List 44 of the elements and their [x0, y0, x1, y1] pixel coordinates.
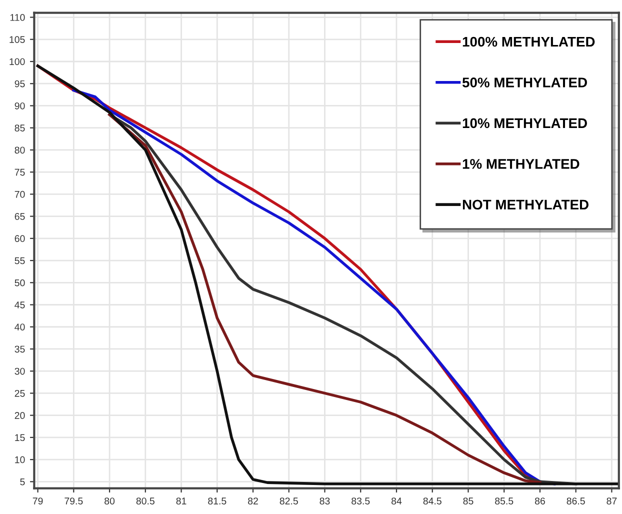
x-tick-label: 83.5 — [352, 498, 370, 504]
y-tick-label: 40 — [14, 324, 25, 330]
x-tick-label: 80.5 — [136, 498, 154, 504]
x-tick-label: 79 — [32, 498, 43, 504]
y-tick-label: 100 — [10, 58, 25, 66]
y-tick-label: 105 — [10, 36, 25, 44]
y-tick-label: 65 — [14, 213, 25, 220]
x-tick-label: 87 — [606, 498, 617, 504]
y-tick-label: 25 — [14, 390, 25, 397]
x-tick-label: 79.5 — [64, 498, 83, 504]
legend-label: 10% METHYLATED — [462, 118, 587, 128]
x-tick-label: 80 — [104, 498, 115, 504]
x-tick-label: 83 — [320, 498, 330, 504]
y-tick-label: 90 — [14, 102, 25, 110]
legend-label: 50% METHYLATED — [462, 78, 587, 88]
y-tick-label: 75 — [14, 168, 25, 176]
y-tick-label: 35 — [14, 346, 25, 353]
x-tick-label: 82.5 — [280, 498, 298, 504]
y-tick-label: 45 — [14, 302, 25, 308]
y-tick-label: 60 — [14, 235, 25, 242]
x-tick-label: 81 — [176, 498, 186, 504]
legend-label: NOT METHYLATED — [462, 200, 588, 210]
y-tick-label: 50 — [14, 279, 25, 286]
y-tick-label: 15 — [15, 434, 25, 442]
y-tick-label: 70 — [14, 190, 25, 198]
y-tick-label: 20 — [14, 412, 25, 419]
y-tick-label: 30 — [14, 368, 25, 375]
x-tick-label: 86 — [534, 498, 545, 504]
legend-label: 1% METHYLATED — [462, 159, 580, 169]
x-tick-label: 84.5 — [423, 498, 442, 504]
x-tick-label: 85 — [463, 498, 474, 504]
legend-label: 100% METHYLATED — [462, 36, 595, 47]
y-tick-label: 5 — [20, 478, 25, 486]
y-tick-label: 110 — [10, 14, 25, 21]
y-tick-label: 95 — [14, 80, 25, 88]
y-tick-label: 55 — [14, 257, 25, 264]
y-tick-label: 80 — [14, 146, 25, 154]
x-tick-label: 85.5 — [495, 498, 514, 504]
y-tick-label: 10 — [15, 456, 25, 464]
x-tick-label: 82 — [248, 498, 258, 504]
x-tick-label: 81.5 — [208, 498, 226, 504]
x-tick-label: 84 — [392, 498, 402, 504]
y-tick-label: 85 — [14, 124, 25, 132]
x-tick-label: 86.5 — [566, 498, 585, 504]
